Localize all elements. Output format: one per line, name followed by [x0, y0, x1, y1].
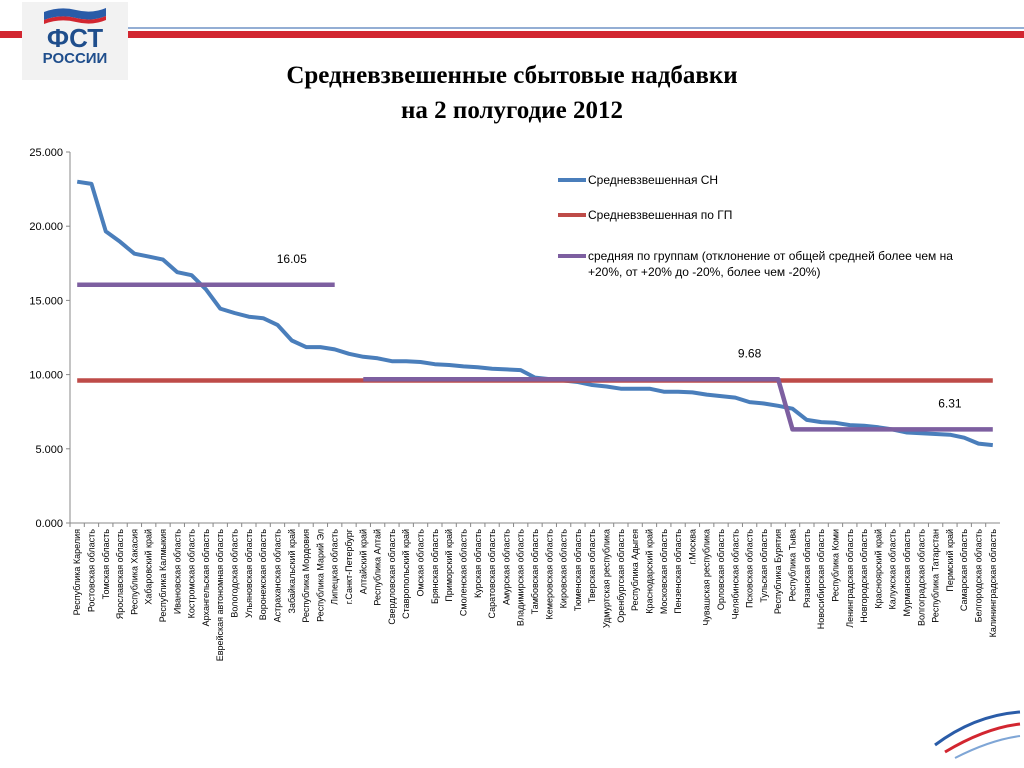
x-tick-label: Амурская область [501, 529, 511, 605]
legend-item: Средневзвешенная по ГП [558, 207, 958, 223]
x-tick-label: Республика Коми [830, 529, 840, 602]
decoration [944, 722, 1021, 754]
x-tick-label: Кемеровская область [544, 529, 554, 620]
x-tick-label: Брянская область [430, 529, 440, 604]
y-tick-label: 25.000 [29, 147, 63, 159]
x-tick-label: Республика Адыгея [630, 529, 640, 611]
x-tick-label: Республика Алтай [373, 529, 383, 606]
x-tick-label: Республика Калмыкия [158, 529, 168, 622]
x-tick-label: Пермский край [945, 529, 955, 592]
y-tick-label: 10.000 [29, 370, 63, 382]
x-tick-label: Республика Хакасия [129, 529, 139, 615]
x-tick-label: Астраханская область [272, 529, 282, 623]
x-tick-label: Белгородская область [974, 529, 984, 623]
x-tick-label: Новосибирская область [816, 529, 826, 630]
chart-title: на 2 полугодие 2012 [401, 97, 623, 124]
x-tick-label: Томская область [101, 529, 111, 600]
x-tick-label: Калининградская область [988, 529, 998, 638]
x-tick-label: Тюменская область [573, 529, 583, 612]
series-line [77, 282, 993, 432]
x-tick-label: Тамбовская область [530, 529, 540, 615]
legend-swatch [558, 254, 586, 258]
x-tick-label: Курская область [473, 529, 483, 598]
y-tick-label: 20.000 [29, 221, 63, 233]
x-tick-label: Ульяновская область [244, 529, 254, 618]
x-tick-label: Ивановская область [172, 529, 182, 614]
x-tick-label: Калужская область [888, 529, 898, 610]
decoration [934, 710, 1021, 747]
x-tick-label: Свердловская область [387, 529, 397, 625]
x-tick-label: Костромская область [187, 529, 197, 619]
x-tick-label: Еврейская автономная область [215, 529, 225, 662]
x-tick-label: Смоленская область [458, 529, 468, 616]
x-tick-label: Ставропольский край [401, 529, 411, 619]
y-tick-label: 0.000 [35, 518, 63, 530]
x-tick-label: Мурманская область [902, 529, 912, 617]
x-tick-label: Республика Тыва [788, 529, 798, 602]
x-tick-label: Красноярский край [873, 529, 883, 609]
header-stripe [0, 31, 22, 38]
data-label: 9.68 [738, 346, 762, 360]
legend-label: Средневзвешенная СН [588, 173, 719, 187]
x-tick-label: Саратовская область [487, 529, 497, 619]
x-tick-label: Орловская область [716, 529, 726, 610]
legend-swatch [558, 178, 586, 182]
x-tick-label: Республика Мордовия [301, 529, 311, 623]
x-tick-label: Омская область [416, 529, 426, 597]
logo-text: РОССИИ [43, 50, 108, 67]
chart-title: Средневзвешенные сбытовые надбавки [286, 62, 737, 89]
x-tick-label: Республика Татарстан [931, 529, 941, 623]
x-tick-label: Пензенская область [673, 529, 683, 614]
x-tick-label: Ленинградская область [845, 529, 855, 628]
x-tick-label: Краснодарский край [644, 529, 654, 614]
x-tick-label: Псковская область [745, 529, 755, 608]
x-tick-label: Липецкая область [330, 529, 340, 605]
data-label: 16.05 [277, 252, 307, 266]
y-tick-label: 15.000 [29, 295, 63, 307]
data-label: 6.31 [938, 396, 962, 410]
x-tick-label: Ярославская область [115, 529, 125, 620]
x-tick-label: Воронежская область [258, 529, 268, 621]
x-tick-label: Забайкальский край [287, 529, 297, 613]
x-tick-label: Республика Бурятия [773, 529, 783, 614]
x-tick-label: Тульская область [759, 529, 769, 603]
x-tick-label: Республика Карелия [72, 529, 82, 615]
x-tick-label: Архангельская область [201, 529, 211, 627]
logo-flag [44, 16, 106, 24]
x-tick-label: Тверская область [587, 529, 597, 603]
legend-label: средняя по группам (отклонение от общей … [588, 249, 953, 279]
legend-item: средняя по группам (отклонение от общей … [558, 248, 958, 280]
x-tick-label: г.Санкт-Петербург [344, 528, 354, 604]
x-tick-label: Приморский край [444, 529, 454, 602]
x-tick-label: Оренбургская область [616, 529, 626, 623]
logo-flag [44, 8, 106, 20]
x-tick-label: Московская область [659, 529, 669, 614]
y-tick-label: 5.000 [35, 444, 63, 456]
legend-label: Средневзвешенная по ГП [588, 208, 733, 222]
x-tick-label: Вологодская область [230, 529, 240, 618]
x-tick-label: Удмуртская республика [602, 529, 612, 628]
x-tick-label: Хабаровский край [144, 529, 154, 605]
logo-text: ФСТ [47, 23, 103, 53]
x-tick-label: Новгородская область [859, 529, 869, 623]
x-tick-label: Республика Марий Эл [315, 529, 325, 622]
x-tick-label: Ростовская область [86, 529, 96, 612]
legend-item: Средневзвешенная СН [558, 172, 958, 188]
x-tick-label: Владимирская область [516, 529, 526, 626]
x-tick-label: Рязанская область [802, 529, 812, 608]
x-tick-label: Алтайский край [358, 529, 368, 594]
x-tick-label: Волгоградская область [916, 529, 926, 626]
header-stripe [128, 31, 1024, 38]
x-tick-label: г.Москва [687, 529, 697, 564]
x-tick-label: Самарская область [959, 529, 969, 611]
x-tick-label: Челябинская область [730, 529, 740, 620]
legend-swatch [558, 213, 586, 217]
x-tick-label: Кировская область [559, 529, 569, 609]
x-tick-label: Чувашская республика [702, 529, 712, 626]
decoration [954, 735, 1021, 759]
